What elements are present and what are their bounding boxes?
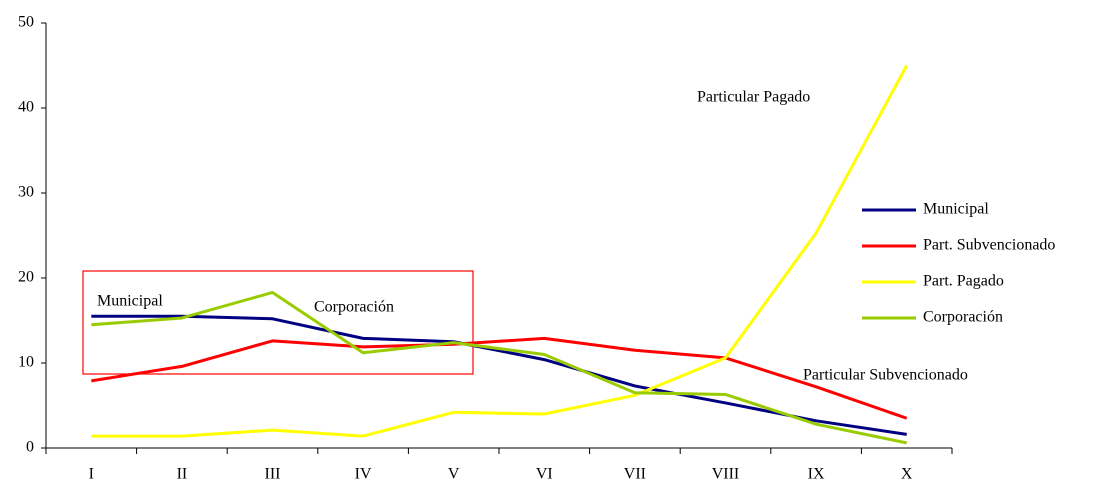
y-tick-label: 20 [18,269,34,286]
y-tick-label: 50 [18,14,34,31]
series-line [91,290,908,445]
legend-label: Corporación [923,309,1003,326]
highlight-box [82,270,474,375]
x-tick-label: VI [536,466,553,483]
legend-label: Part. Subvencionado [923,237,1055,254]
x-tick-label: I [89,466,94,483]
annotation: Corporación [314,299,394,316]
x-tick-label: V [448,466,460,483]
x-tick-label: IX [808,466,825,483]
y-tick-label: 0 [26,439,34,456]
x-tick-label: X [901,466,913,483]
y-tick-label: 10 [18,354,34,371]
annotation: Particular Pagado [697,89,810,106]
legend-label: Municipal [923,201,989,218]
x-tick-label: VIII [712,466,740,483]
annotation: Particular Subvencionado [803,367,968,384]
series-line [91,64,909,438]
annotation: Municipal [97,293,163,310]
legend-label: Part. Pagado [923,273,1004,290]
y-tick-label: 30 [18,184,34,201]
x-tick-label: IV [355,466,372,483]
x-tick-label: III [265,466,281,483]
x-tick-label: VII [624,466,646,483]
y-tick-label: 40 [18,99,34,116]
series-line [91,336,908,420]
x-tick-label: II [177,466,188,483]
series-line [91,314,907,436]
